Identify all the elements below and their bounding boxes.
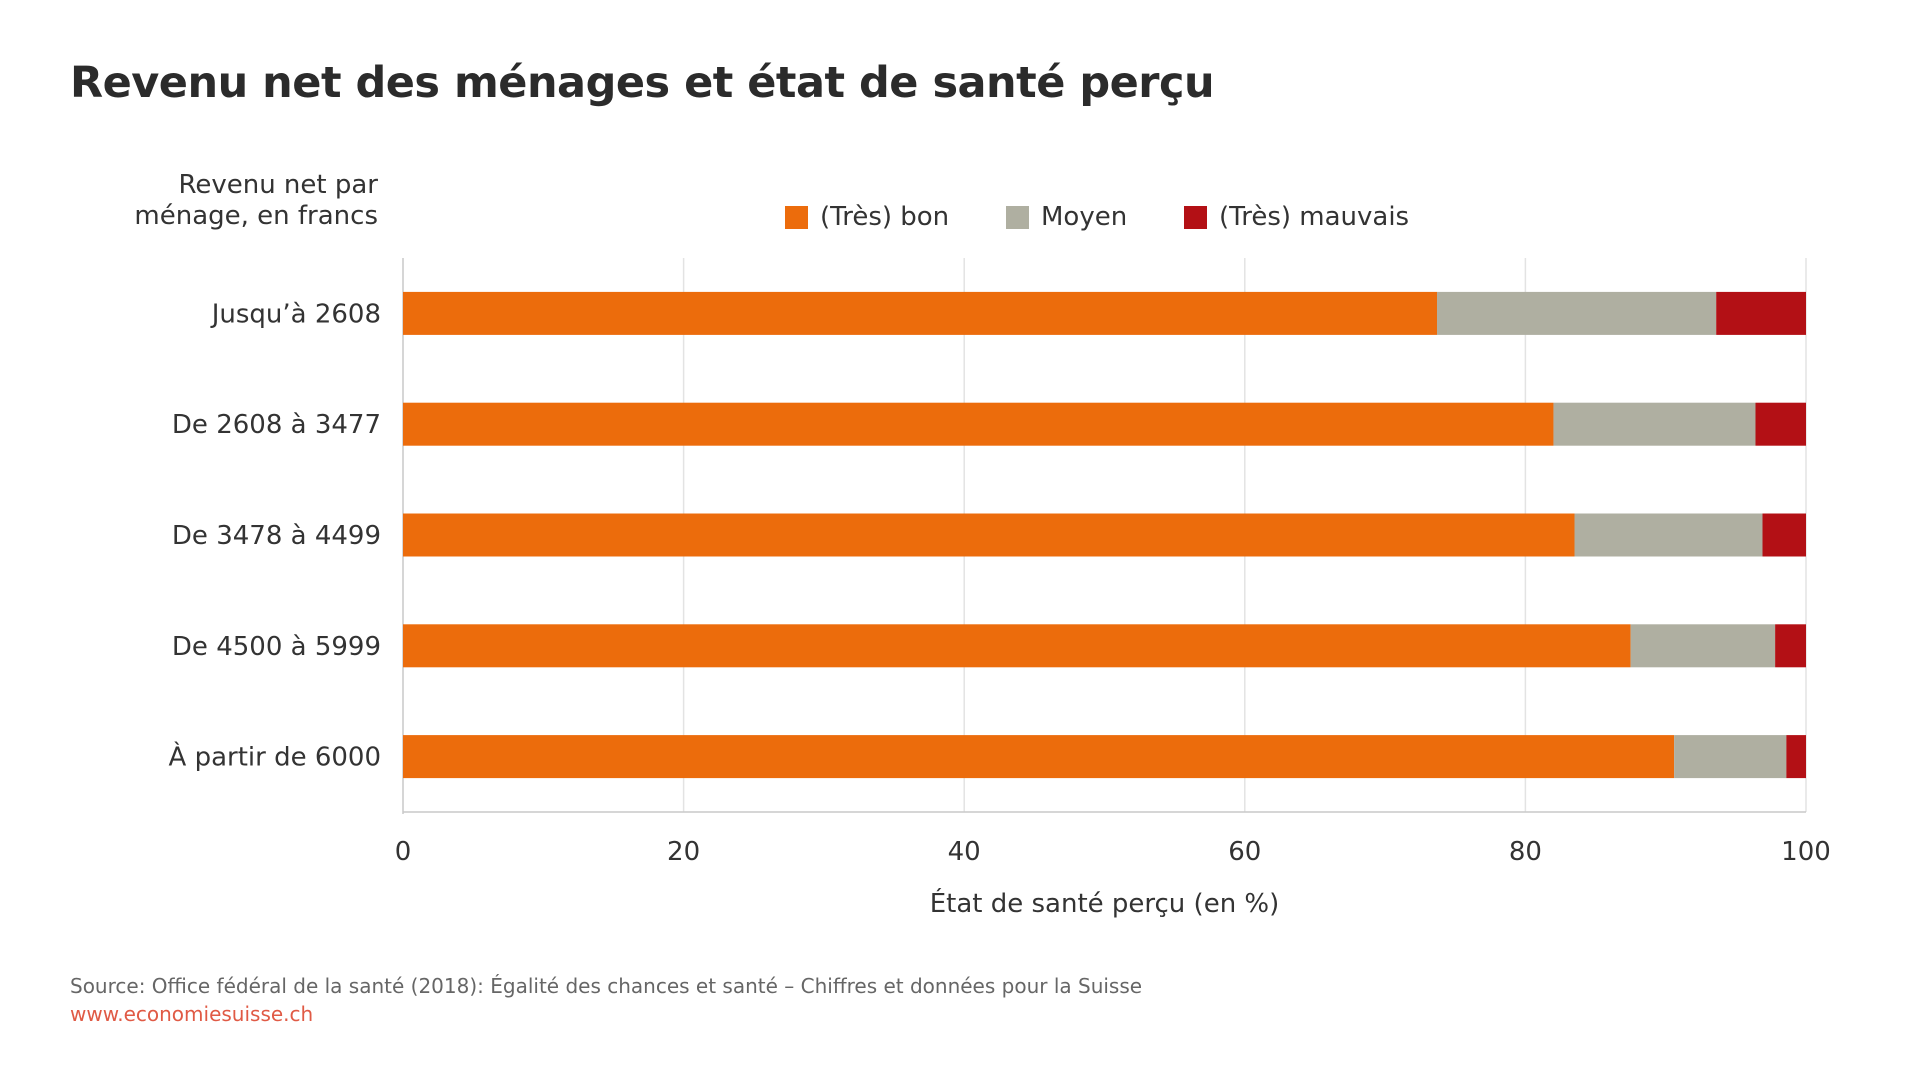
legend-swatch-tres-bon: [785, 205, 808, 229]
x-axis-title: État de santé perçu (en %): [930, 887, 1280, 919]
bar-5-series-1: [403, 735, 1675, 779]
bar-3-series-2: [1574, 513, 1763, 557]
legend-swatch-tres-mauvais: [1184, 205, 1207, 229]
website-link[interactable]: www.economiesuisse.ch: [70, 1002, 314, 1026]
x-tick-label-0: 0: [395, 837, 412, 867]
source-note: Source: Office fédéral de la santé (2018…: [70, 974, 1143, 998]
bar-2-series-3: [1755, 402, 1806, 446]
y-axis-title-line-1: Revenu net par: [178, 170, 378, 200]
bar-1-series-2: [1437, 291, 1717, 335]
bar-2-series-1: [403, 402, 1554, 446]
x-tick-label-1: 20: [667, 837, 700, 867]
x-tick-label-4: 80: [1509, 837, 1542, 867]
category-label-1: Jusqu’à 2608: [210, 299, 381, 329]
bar-1-series-1: [403, 291, 1438, 335]
y-axis-title-line-2: ménage, en francs: [134, 201, 378, 231]
bar-4-series-3: [1775, 624, 1806, 668]
bar-3-series-3: [1762, 513, 1806, 557]
category-label-5: À partir de 6000: [169, 741, 381, 773]
category-label-3: De 3478 à 4499: [172, 521, 381, 551]
category-label-4: De 4500 à 5999: [172, 632, 381, 662]
bar-4-series-1: [403, 624, 1631, 668]
legend-item-moyen: Moyen: [1006, 200, 1127, 234]
legend-item-tres-bon: (Très) bon: [785, 200, 949, 234]
bar-1-series-3: [1716, 291, 1806, 335]
category-label-2: De 2608 à 3477: [172, 410, 381, 440]
legend-label-tres-mauvais: (Très) mauvais: [1219, 202, 1410, 232]
legend-swatch-moyen: [1006, 205, 1029, 229]
x-tick-label-3: 60: [1228, 837, 1261, 867]
legend-label-moyen: Moyen: [1041, 202, 1128, 232]
stacked-bar-chart: Jusqu’à 2608 De 2608 à 3477 De 3478 à 4499…: [169, 258, 1831, 919]
bar-2-series-2: [1553, 402, 1756, 446]
legend: (Très) bon Moyen (Très) mauvais: [0, 200, 1920, 234]
y-axis-title: Revenu net par ménage, en francs: [134, 170, 378, 232]
bar-4-series-2: [1630, 624, 1776, 668]
x-tick-label-2: 40: [948, 837, 981, 867]
bar-5-series-2: [1674, 735, 1787, 779]
x-tick-label-5: 100: [1781, 837, 1831, 867]
chart-title: Revenu net des ménages et état de santé …: [70, 58, 1215, 108]
bar-5-series-3: [1786, 735, 1806, 779]
legend-label-tres-bon: (Très) bon: [820, 202, 950, 232]
legend-item-tres-mauvais: (Très) mauvais: [1184, 200, 1409, 234]
bar-3-series-1: [403, 513, 1575, 557]
